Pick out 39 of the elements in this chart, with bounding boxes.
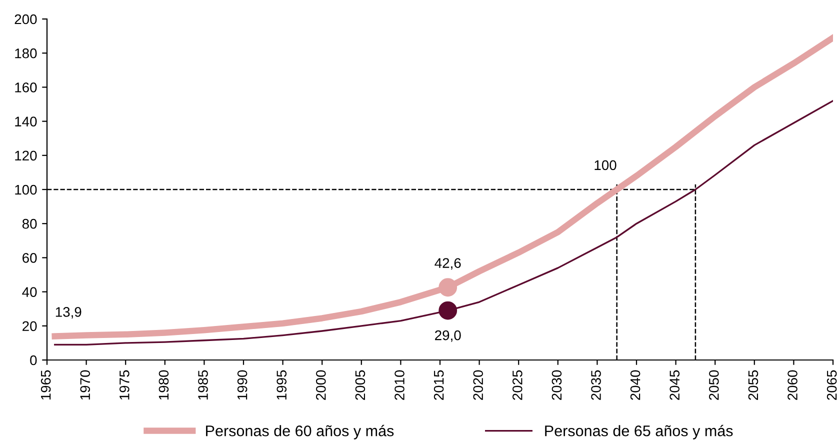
y-tick-label: 100: [15, 184, 37, 195]
annotation: 29,0: [435, 330, 461, 342]
y-tick-label: 40: [22, 287, 37, 297]
annotation: 13,9: [56, 307, 82, 319]
x-tick-label: 2035: [591, 370, 601, 400]
annotation: 100: [594, 160, 616, 170]
annotation: 42,6: [434, 258, 461, 270]
y-tick-label: 20: [22, 321, 37, 332]
x-tick-label: 2050: [708, 370, 719, 400]
y-tick-label: 160: [15, 82, 37, 92]
x-tick-label: 1970: [80, 370, 90, 400]
x-tick-label: 2065: [826, 370, 837, 400]
x-tick-label: 2015: [434, 370, 444, 400]
y-tick-label: 0: [30, 355, 37, 366]
line-series: [54, 100, 833, 346]
x-tick-label: 2060: [788, 370, 798, 400]
x-tick-label: 1965: [40, 370, 51, 400]
x-tick-label: 2045: [670, 370, 680, 400]
x-tick-label: 1980: [158, 370, 169, 400]
legend-label: Personas de 60 años y más: [206, 424, 394, 440]
x-tick-label: 2005: [355, 370, 366, 400]
x-tick-label: 2000: [316, 370, 326, 400]
legend-label: Personas de 65 años y más: [545, 424, 733, 440]
x-tick-label: 2020: [473, 370, 484, 400]
y-tick-label: 180: [15, 48, 37, 58]
x-tick-label: 2030: [552, 370, 562, 400]
x-tick-label: 1985: [198, 370, 208, 400]
x-tick-label: 2025: [512, 370, 522, 400]
x-tick-label: 1975: [119, 370, 130, 400]
x-tick-label: 2055: [748, 370, 758, 400]
x-tick-label: 2010: [394, 370, 404, 400]
y-tick-label: 60: [22, 253, 37, 263]
y-tick-label: 200: [14, 14, 37, 24]
y-tick-label: 140: [15, 116, 37, 126]
x-tick-label: 1990: [237, 370, 248, 400]
y-tick-label: 120: [15, 150, 37, 161]
x-tick-label: 2040: [630, 370, 640, 400]
y-tick-label: 80: [22, 218, 37, 229]
x-tick-label: 1995: [276, 370, 287, 400]
